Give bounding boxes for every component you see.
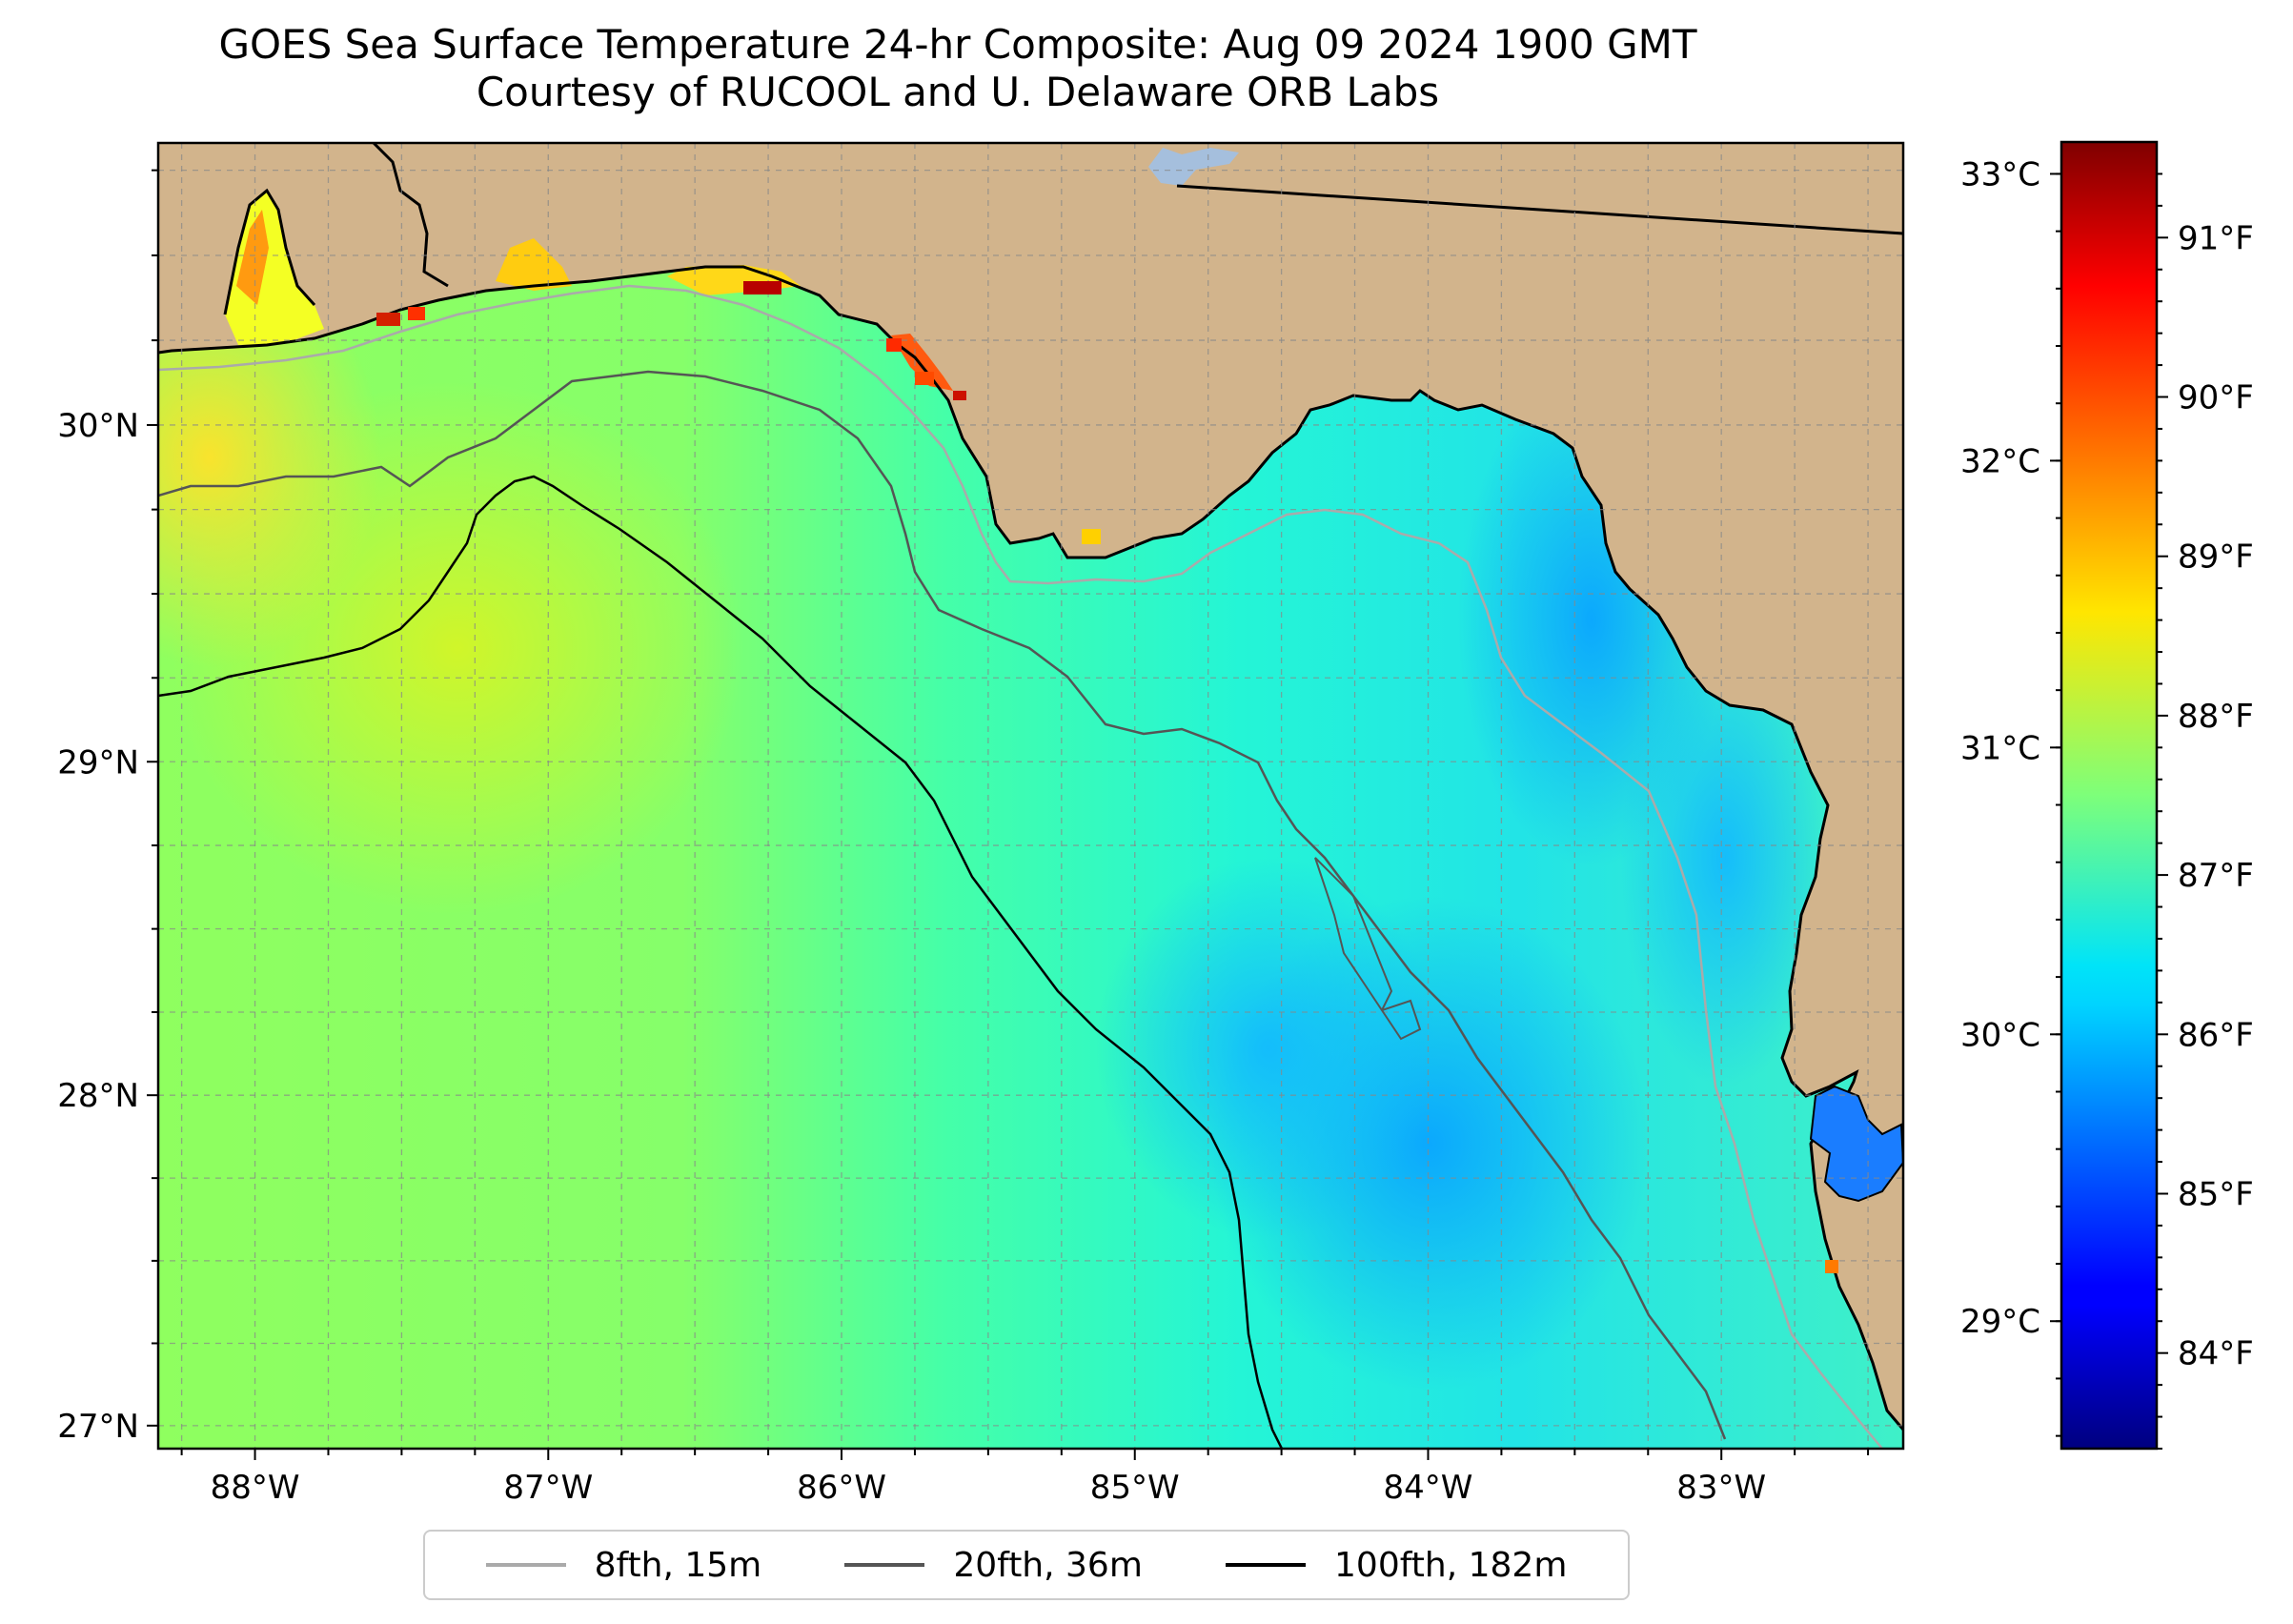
pensacola-bay xyxy=(496,238,572,291)
colorbar-c-label: 32°C xyxy=(1960,442,2040,480)
contour-36m-islands xyxy=(1314,857,1422,1041)
colorbar-c-label: 31°C xyxy=(1960,729,2040,767)
colorbar-gradient xyxy=(2061,142,2157,1449)
latitude-axis: 27°N 28°N 29°N 30°N xyxy=(57,169,158,1446)
legend-label-15m: 8fth, 15m xyxy=(594,1545,762,1585)
mobile-bay-red xyxy=(236,210,269,305)
colorbar-c-label: 30°C xyxy=(1960,1016,2040,1054)
map-frame xyxy=(156,141,1905,1451)
map-title: GOES Sea Surface Temperature 24-hr Compo… xyxy=(0,21,1916,116)
colorbar-fahrenheit-axis: 84°F 85°F 86°F 87°F 88°F 89°F 90°F 91°F xyxy=(2157,173,2254,1450)
legend-item-15m: 8fth, 15m xyxy=(485,1545,762,1585)
colorbar-c-label: 29°C xyxy=(1960,1303,2040,1341)
lon-tick-label: 88°W xyxy=(211,1469,300,1507)
colorbar: 29°C 30°C 31°C 32°C 33°C 84°F 85°F 86°F 87°F 88°… xyxy=(1960,140,2254,1451)
county-border xyxy=(372,143,449,288)
colorbar-f-label: 87°F xyxy=(2178,857,2254,895)
map-plot-area[interactable] xyxy=(38,143,1903,1449)
contour-182m xyxy=(158,475,1284,1449)
land-mass xyxy=(158,143,1903,1430)
lon-tick-label: 85°W xyxy=(1090,1469,1180,1507)
colorbar-f-label: 84°F xyxy=(2178,1335,2254,1373)
lon-tick-label: 86°W xyxy=(797,1469,886,1507)
lat-tick-label: 29°N xyxy=(57,743,139,782)
colorbar-celsius-axis: 29°C 30°C 31°C 32°C 33°C xyxy=(1960,155,2061,1437)
colorbar-f-label: 90°F xyxy=(2178,379,2254,417)
lon-tick-label: 83°W xyxy=(1676,1469,1766,1507)
lat-tick-label: 30°N xyxy=(57,407,139,445)
legend-swatch-36m xyxy=(844,1563,925,1567)
state-border xyxy=(1176,184,1903,235)
colorbar-f-label: 91°F xyxy=(2178,219,2254,257)
legend-label-182m: 100fth, 182m xyxy=(1334,1545,1568,1585)
legend-label-36m: 20fth, 36m xyxy=(953,1545,1143,1585)
tampa-bay xyxy=(1809,1085,1903,1203)
mobile-bay-shore xyxy=(223,188,316,315)
cool-anomaly-coast xyxy=(1620,629,1830,1086)
contour-legend: 8fth, 15m 20fth, 36m 100fth, 182m xyxy=(423,1530,1630,1600)
lat-tick-label: 28°N xyxy=(57,1077,139,1115)
lat-tick-label: 27°N xyxy=(57,1408,139,1446)
st-andrew-bay xyxy=(891,334,953,391)
contour-36m xyxy=(158,370,1727,1440)
coastal-warm-pixels xyxy=(376,281,1838,1273)
legend-swatch-15m xyxy=(485,1563,566,1567)
title-line-1: GOES Sea Surface Temperature 24-hr Compo… xyxy=(218,21,1697,68)
lake-seminole xyxy=(1148,148,1239,186)
contour-15m xyxy=(158,284,1883,1449)
colorbar-f-label: 89°F xyxy=(2178,538,2254,577)
lon-tick-label: 84°W xyxy=(1384,1469,1473,1507)
colorbar-frame xyxy=(2060,140,2159,1451)
lon-tick-label: 87°W xyxy=(503,1469,593,1507)
colorbar-f-label: 86°F xyxy=(2178,1016,2254,1054)
legend-swatch-182m xyxy=(1226,1563,1307,1567)
coastline xyxy=(158,265,1903,1431)
cool-anomaly-mid xyxy=(1096,858,1439,1239)
legend-item-182m: 100fth, 182m xyxy=(1226,1546,1567,1585)
legend-item-36m: 20fth, 36m xyxy=(844,1546,1143,1585)
colorbar-f-label: 85°F xyxy=(2178,1175,2254,1213)
gridlines xyxy=(158,143,1903,1449)
colorbar-f-label: 88°F xyxy=(2178,698,2254,736)
longitude-axis: 88°W 87°W 86°W 85°W 84°W 83°W xyxy=(180,1449,1870,1507)
title-line-2: Courtesy of RUCOOL and U. Delaware ORB L… xyxy=(476,69,1440,115)
colorbar-c-label: 33°C xyxy=(1960,155,2040,193)
